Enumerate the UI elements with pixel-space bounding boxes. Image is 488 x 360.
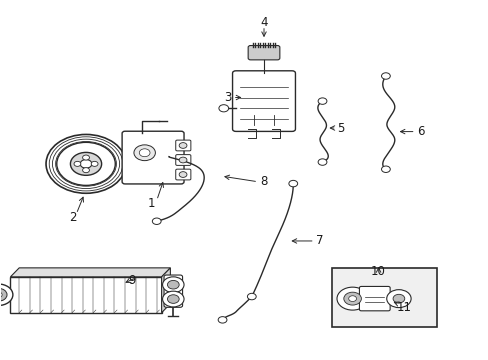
Circle shape <box>82 168 89 173</box>
Circle shape <box>80 159 92 168</box>
Circle shape <box>386 290 410 307</box>
FancyBboxPatch shape <box>163 275 182 307</box>
Circle shape <box>167 280 179 289</box>
Circle shape <box>162 277 183 293</box>
Circle shape <box>381 166 389 172</box>
Text: 5: 5 <box>337 122 344 135</box>
Bar <box>10 277 161 313</box>
Circle shape <box>162 291 183 307</box>
Circle shape <box>82 155 89 160</box>
Circle shape <box>179 157 186 163</box>
Circle shape <box>318 159 326 165</box>
Text: 9: 9 <box>128 274 136 287</box>
FancyBboxPatch shape <box>175 169 190 180</box>
Polygon shape <box>161 268 170 313</box>
Circle shape <box>74 161 81 166</box>
FancyBboxPatch shape <box>232 71 295 131</box>
Circle shape <box>179 143 186 148</box>
Circle shape <box>336 287 367 310</box>
FancyBboxPatch shape <box>122 131 183 184</box>
Circle shape <box>179 172 186 177</box>
FancyBboxPatch shape <box>247 45 279 60</box>
Bar <box>331 268 436 327</box>
Text: 8: 8 <box>260 175 267 188</box>
Circle shape <box>91 161 98 166</box>
Circle shape <box>57 142 115 185</box>
Text: 3: 3 <box>224 91 231 104</box>
Circle shape <box>288 180 297 187</box>
Circle shape <box>247 293 256 300</box>
Circle shape <box>219 105 228 112</box>
Circle shape <box>70 152 102 175</box>
Circle shape <box>152 218 161 225</box>
Circle shape <box>0 284 13 306</box>
Text: 4: 4 <box>260 16 267 29</box>
Circle shape <box>139 149 150 157</box>
Circle shape <box>0 288 7 301</box>
Text: 6: 6 <box>416 125 424 138</box>
Circle shape <box>348 296 356 301</box>
Circle shape <box>392 294 404 303</box>
FancyBboxPatch shape <box>359 287 389 311</box>
Polygon shape <box>10 268 170 277</box>
FancyBboxPatch shape <box>175 155 190 165</box>
Circle shape <box>46 134 126 193</box>
Text: 7: 7 <box>316 234 323 247</box>
Circle shape <box>343 292 361 305</box>
Circle shape <box>167 295 179 303</box>
Circle shape <box>0 292 2 298</box>
Text: 2: 2 <box>69 211 77 224</box>
Text: 11: 11 <box>396 301 411 314</box>
Text: 1: 1 <box>148 197 155 210</box>
Circle shape <box>134 145 155 161</box>
Text: 10: 10 <box>370 265 385 278</box>
Circle shape <box>381 73 389 79</box>
Circle shape <box>318 98 326 104</box>
Circle shape <box>218 317 226 323</box>
FancyBboxPatch shape <box>175 140 190 151</box>
